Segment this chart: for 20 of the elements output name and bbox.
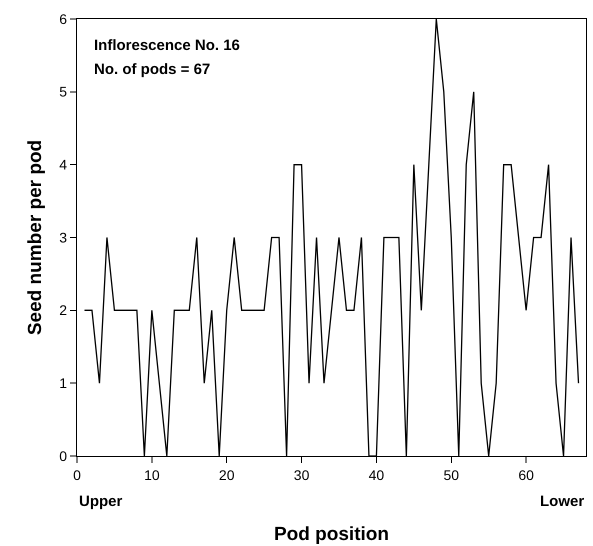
y-tick-label: 3 xyxy=(59,229,68,246)
annotation: No. of pods = 67 xyxy=(94,61,210,78)
y-tick-label: 4 xyxy=(59,156,68,173)
y-tick-label: 0 xyxy=(59,448,68,464)
text: Lower xyxy=(540,493,584,510)
x-tick-label: 20 xyxy=(218,466,235,483)
x-tick-label: 60 xyxy=(518,466,534,483)
x-tick-label: 40 xyxy=(368,466,384,483)
annotation: Inflorescence No. 16 xyxy=(94,37,240,54)
x-axis-title: Pod position xyxy=(274,524,390,545)
x-tick-label: 50 xyxy=(443,466,460,483)
y-tick-label: 2 xyxy=(59,302,68,318)
y-tick-label: 1 xyxy=(59,375,68,392)
y-tick-label: 6 xyxy=(59,10,68,27)
y-axis-title: Seed number per pod xyxy=(25,140,46,336)
x-tick-label: 0 xyxy=(73,466,82,483)
text: Upper xyxy=(79,493,122,510)
x-tick-label: 30 xyxy=(294,466,310,483)
y-tick-label: 5 xyxy=(59,84,68,100)
x-tick-label: 10 xyxy=(144,466,160,483)
